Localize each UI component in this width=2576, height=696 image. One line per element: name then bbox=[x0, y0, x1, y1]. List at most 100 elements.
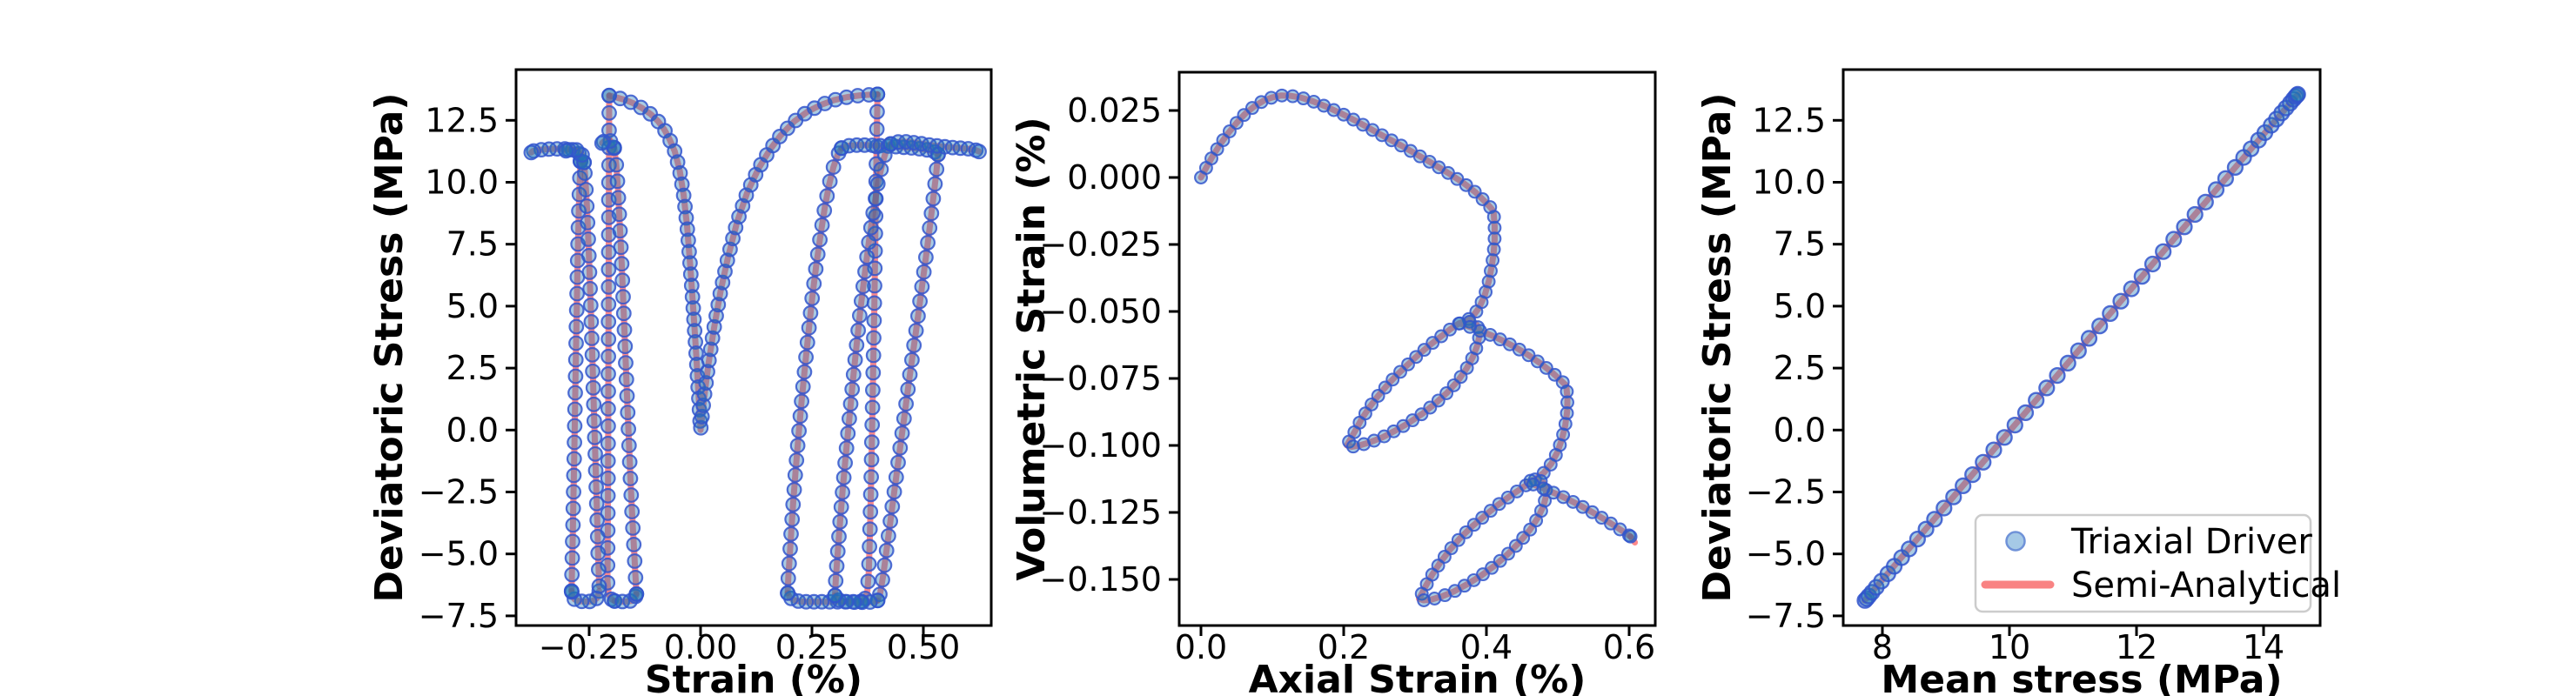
triaxial-driver-points bbox=[1856, 85, 2306, 609]
data-point bbox=[912, 293, 928, 310]
data-point bbox=[844, 381, 861, 398]
x-axis-label: Mean stress (MPa) bbox=[1881, 658, 2282, 696]
data-point bbox=[613, 239, 629, 256]
y-axis-label: Volumetric Strain (%) bbox=[1010, 117, 1054, 580]
data-point bbox=[1996, 429, 2013, 446]
data-point bbox=[927, 176, 943, 192]
data-point bbox=[863, 469, 879, 485]
data-point bbox=[686, 311, 702, 328]
data-point bbox=[865, 347, 882, 364]
data-point bbox=[881, 528, 896, 544]
data-point bbox=[614, 272, 631, 289]
data-point bbox=[920, 235, 936, 251]
y-tick-label: −0.050 bbox=[1039, 292, 1162, 331]
data-point bbox=[600, 505, 616, 521]
data-point bbox=[567, 401, 583, 418]
data-point bbox=[679, 221, 695, 238]
data-point bbox=[833, 499, 849, 515]
data-point bbox=[2070, 342, 2087, 359]
data-point bbox=[600, 487, 616, 504]
data-point bbox=[2133, 268, 2150, 285]
data-point bbox=[688, 334, 703, 350]
data-point bbox=[2143, 255, 2162, 273]
subplot-deviatoric-stress-vs-strain: −0.25 0.00 0.25 0.50 12.5 10.0 7.5 5.0 2.5 0.0 −2.… bbox=[367, 68, 993, 696]
data-point bbox=[564, 566, 580, 583]
data-point bbox=[787, 467, 803, 483]
data-point bbox=[566, 467, 582, 484]
data-point bbox=[594, 135, 610, 151]
data-point bbox=[2289, 85, 2306, 103]
data-point bbox=[896, 411, 912, 427]
data-point bbox=[674, 176, 690, 192]
data-point bbox=[864, 417, 881, 433]
data-point bbox=[2123, 280, 2140, 298]
data-point bbox=[2186, 205, 2204, 224]
x-tick-label: 0.0 bbox=[1175, 628, 1227, 666]
data-point bbox=[802, 304, 819, 321]
data-point bbox=[581, 264, 598, 280]
data-point bbox=[869, 86, 886, 103]
data-point bbox=[708, 308, 724, 324]
data-point bbox=[1484, 264, 1498, 278]
data-point bbox=[622, 471, 639, 486]
data-point bbox=[568, 318, 585, 335]
data-point bbox=[565, 500, 581, 517]
y-tick-label: 12.5 bbox=[425, 101, 499, 139]
data-point bbox=[608, 157, 625, 173]
data-point bbox=[861, 234, 877, 251]
data-point bbox=[825, 159, 842, 175]
data-point bbox=[888, 469, 904, 485]
line-segment bbox=[580, 159, 602, 590]
data-point bbox=[610, 190, 627, 206]
x-tick-label: −0.25 bbox=[539, 628, 640, 666]
semi-analytical-line bbox=[1862, 90, 2301, 604]
data-point bbox=[867, 278, 882, 294]
data-point bbox=[862, 594, 878, 610]
data-point bbox=[578, 182, 594, 197]
data-point bbox=[618, 371, 634, 388]
data-point bbox=[702, 341, 719, 358]
data-point bbox=[866, 330, 882, 346]
data-point bbox=[898, 396, 914, 412]
data-point bbox=[801, 319, 817, 336]
data-point bbox=[849, 337, 865, 353]
data-point bbox=[588, 495, 605, 512]
data-point bbox=[621, 421, 636, 438]
x-tick-label: 0.25 bbox=[775, 628, 849, 666]
data-point bbox=[859, 249, 875, 265]
x-tick-label: 14 bbox=[2243, 628, 2284, 666]
data-point bbox=[782, 540, 798, 557]
data-point bbox=[618, 355, 634, 371]
data-point bbox=[855, 278, 871, 295]
y-tick-label: 2.5 bbox=[446, 349, 499, 387]
y-tick-label: −5.0 bbox=[419, 535, 499, 573]
data-point bbox=[890, 134, 906, 151]
data-point bbox=[860, 573, 876, 590]
y-tick-label: 0.000 bbox=[1067, 158, 1162, 197]
data-point bbox=[862, 539, 877, 555]
subplot-volumetric-vs-axial-strain: 0.0 0.2 0.4 0.6 0.025 0.000 −0.025 −0.050 −0.075… bbox=[1010, 70, 1657, 696]
data-point bbox=[585, 379, 601, 396]
data-point bbox=[589, 528, 606, 545]
data-point bbox=[798, 349, 814, 365]
data-point bbox=[567, 418, 583, 434]
axes-spines bbox=[1841, 68, 2322, 627]
data-point bbox=[695, 398, 711, 413]
data-point bbox=[600, 470, 616, 486]
data-point bbox=[971, 144, 987, 160]
data-point bbox=[812, 231, 828, 248]
data-point bbox=[698, 375, 714, 392]
data-point bbox=[2176, 218, 2193, 236]
data-point bbox=[837, 455, 853, 471]
data-point bbox=[582, 298, 599, 313]
data-point bbox=[819, 188, 835, 204]
data-point bbox=[600, 452, 616, 469]
data-point bbox=[623, 487, 640, 503]
data-point bbox=[796, 364, 813, 380]
data-point bbox=[678, 210, 694, 226]
y-tick-label: −0.025 bbox=[1039, 225, 1162, 264]
y-tick-label: 2.5 bbox=[1774, 349, 1826, 387]
data-point bbox=[685, 300, 701, 317]
data-point bbox=[619, 388, 635, 405]
